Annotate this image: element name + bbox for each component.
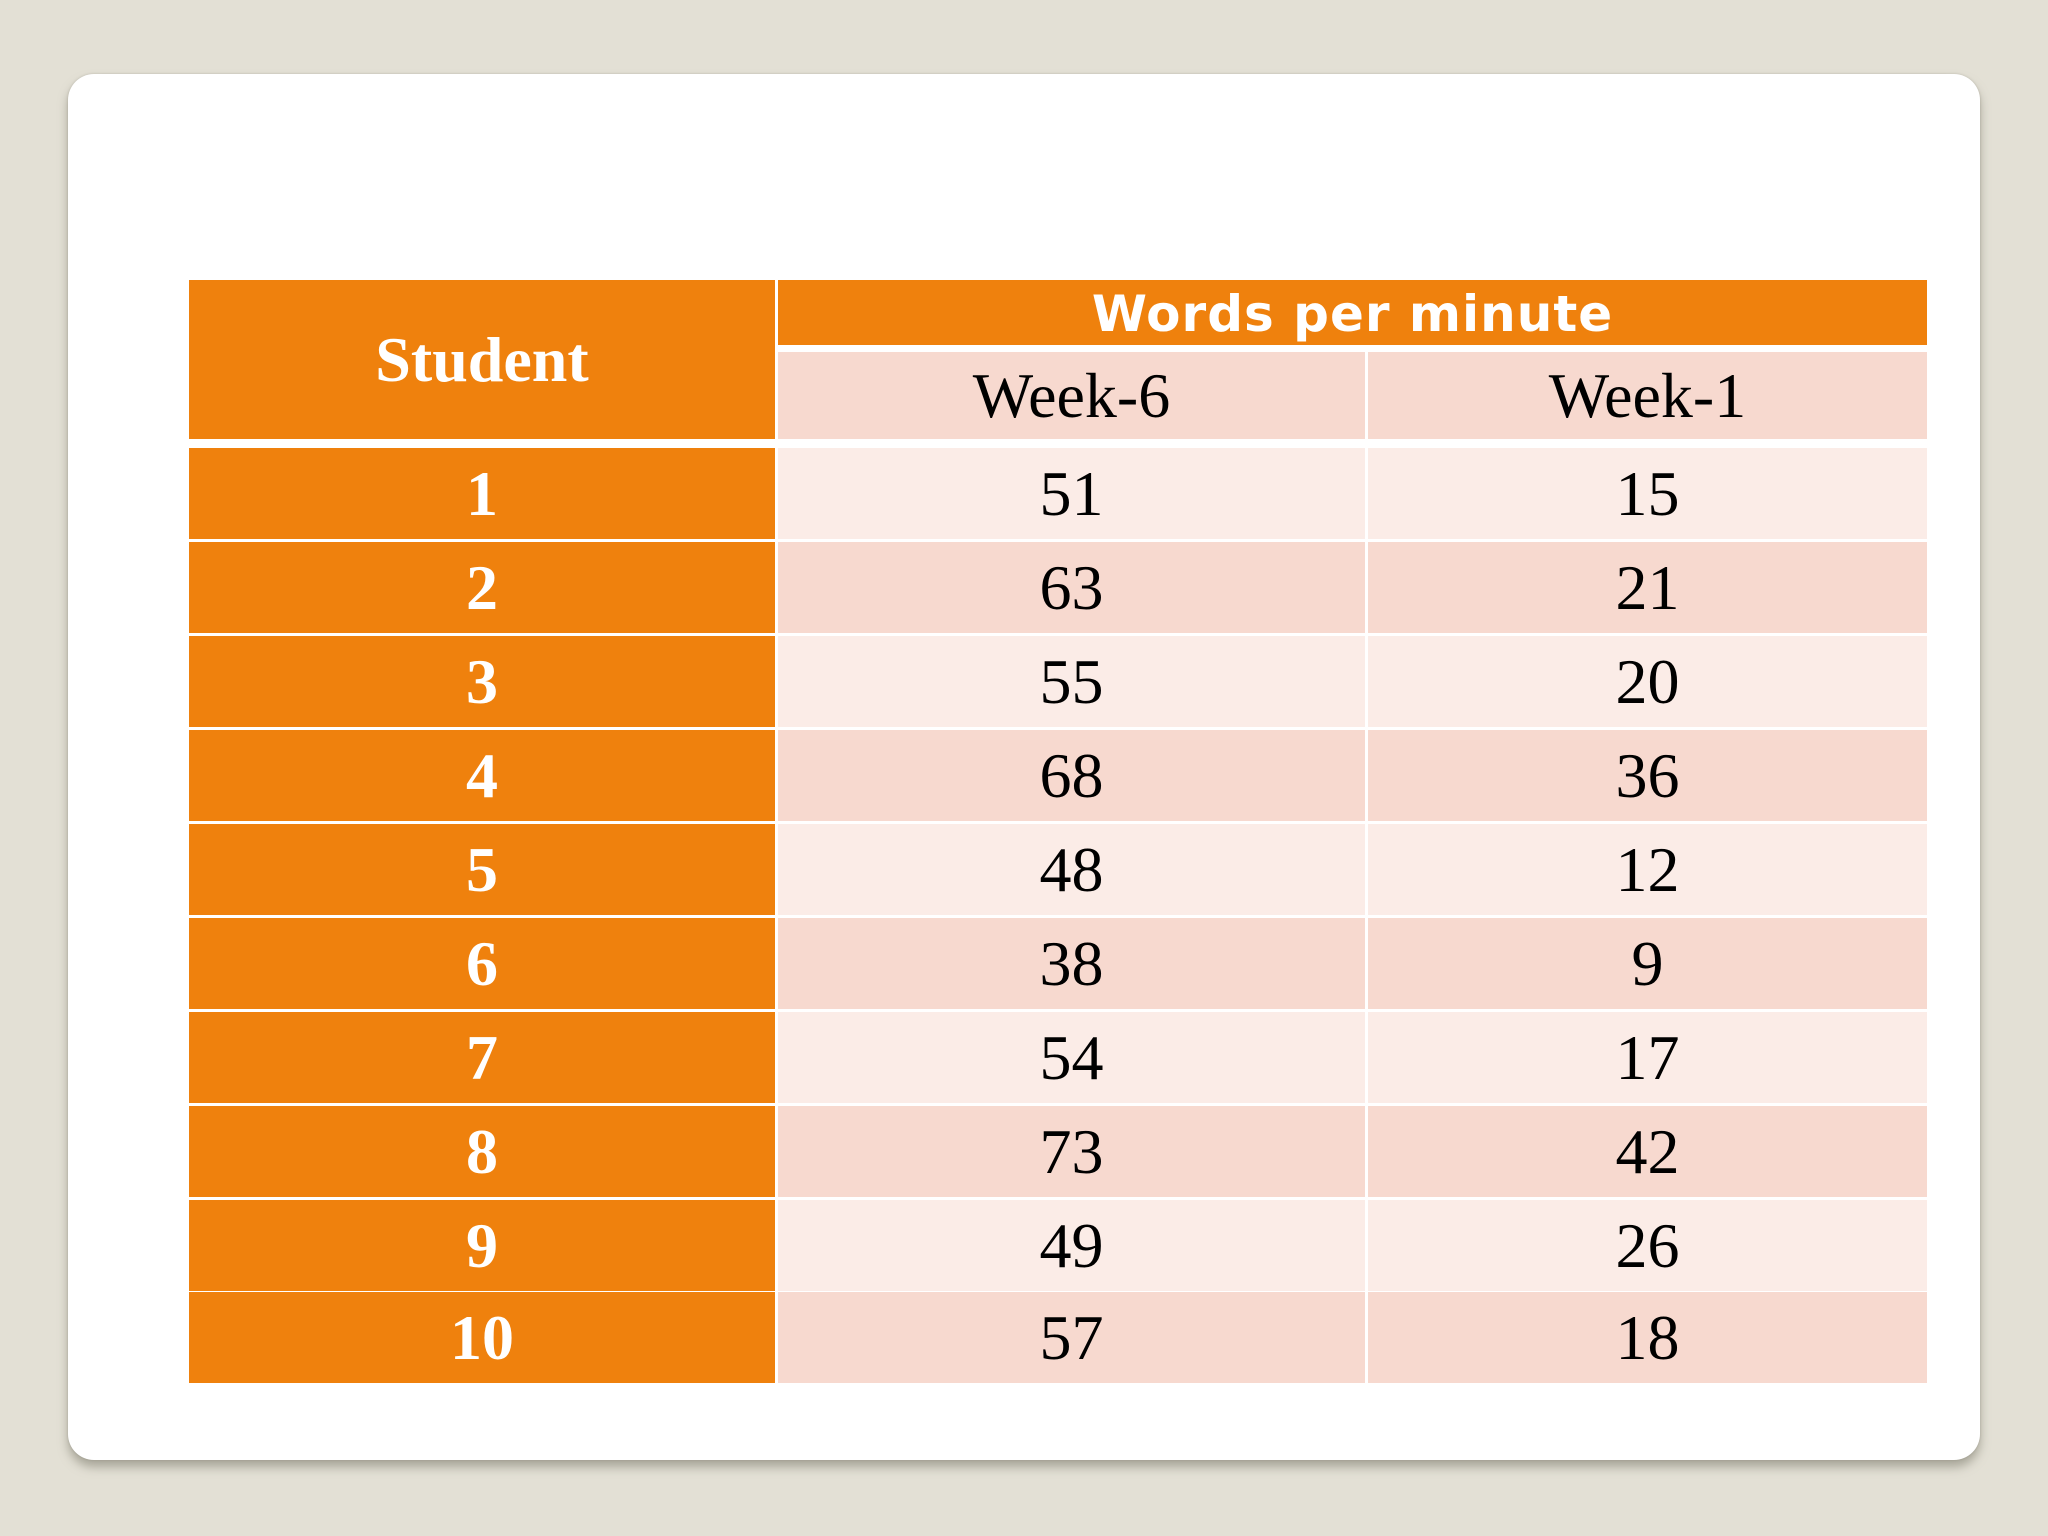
week-6-value-cell: 68 [778,730,1365,821]
week-6-value-cell: 55 [778,636,1365,727]
week-1-value-cell: 17 [1368,1012,1927,1103]
week-6-value-cell: 63 [778,542,1365,633]
student-number-cell: 3 [189,636,775,727]
slide-card: Student Words per minute Week-6 Week-1 1… [68,74,1980,1460]
student-column-header: Student [189,280,775,439]
table-row: 3 55 20 [189,636,1927,727]
week-6-value-cell: 38 [778,918,1365,1009]
week-6-value-cell: 51 [778,448,1365,539]
week-6-value-cell: 57 [778,1292,1365,1383]
table-row: 9 49 26 [189,1200,1927,1291]
table-row: 7 54 17 [189,1012,1927,1103]
student-number-cell: 7 [189,1012,775,1103]
week-1-value-cell: 26 [1368,1200,1927,1291]
week-1-value-cell: 36 [1368,730,1927,821]
student-number-cell: 6 [189,918,775,1009]
week-6-value-cell: 73 [778,1106,1365,1197]
student-number-cell: 4 [189,730,775,821]
words-per-minute-table: Student Words per minute Week-6 Week-1 1… [189,280,1927,1383]
week-6-value-cell: 48 [778,824,1365,915]
table-row: 8 73 42 [189,1106,1927,1197]
week-1-value-cell: 21 [1368,542,1927,633]
week-6-value-cell: 54 [778,1012,1365,1103]
student-number-cell: 10 [189,1292,775,1383]
student-number-cell: 9 [189,1200,775,1291]
student-number-cell: 1 [189,448,775,539]
student-number-cell: 5 [189,824,775,915]
week-1-value-cell: 12 [1368,824,1927,915]
table-row: 5 48 12 [189,824,1927,915]
week-1-column-header: Week-1 [1368,352,1927,439]
week-1-value-cell: 9 [1368,918,1927,1009]
table-row: 6 38 9 [189,918,1927,1009]
week-1-value-cell: 20 [1368,636,1927,727]
table-row: 2 63 21 [189,542,1927,633]
student-number-cell: 8 [189,1106,775,1197]
week-1-value-cell: 18 [1368,1292,1927,1383]
week-6-column-header: Week-6 [778,352,1365,439]
week-1-value-cell: 15 [1368,448,1927,539]
week-1-value-cell: 42 [1368,1106,1927,1197]
table-row: 4 68 36 [189,730,1927,821]
week-6-value-cell: 49 [778,1200,1365,1291]
student-number-cell: 2 [189,542,775,633]
table-row: 10 57 18 [189,1292,1927,1383]
table-row: 1 51 15 [189,448,1927,539]
words-per-minute-header: Words per minute [778,280,1927,345]
